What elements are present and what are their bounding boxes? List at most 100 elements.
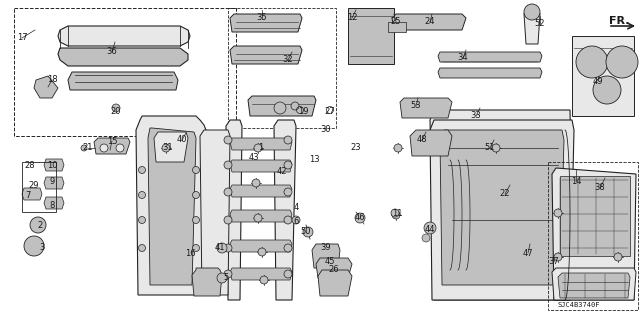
Circle shape [217, 273, 227, 283]
Text: 25: 25 [391, 18, 401, 26]
Polygon shape [148, 128, 196, 285]
Text: 19: 19 [298, 107, 308, 115]
Polygon shape [552, 268, 636, 300]
Circle shape [392, 211, 400, 219]
Text: 12: 12 [347, 13, 357, 23]
Circle shape [193, 217, 200, 224]
Text: 32: 32 [283, 56, 293, 64]
Circle shape [274, 102, 286, 114]
Text: 27: 27 [324, 107, 335, 115]
Circle shape [224, 136, 232, 144]
Circle shape [284, 270, 292, 278]
Circle shape [284, 188, 292, 196]
Polygon shape [192, 268, 222, 296]
Bar [388, 22, 406, 32]
Polygon shape [44, 159, 64, 171]
Text: 6: 6 [293, 218, 299, 226]
Polygon shape [154, 132, 188, 162]
Polygon shape [524, 10, 540, 44]
Polygon shape [200, 130, 230, 295]
Polygon shape [230, 185, 292, 197]
Text: 23: 23 [351, 144, 362, 152]
Circle shape [138, 167, 145, 174]
Circle shape [292, 216, 300, 224]
Circle shape [422, 234, 430, 242]
Polygon shape [400, 98, 452, 118]
Text: 10: 10 [47, 160, 57, 169]
Circle shape [576, 46, 608, 78]
Text: 44: 44 [425, 226, 435, 234]
Text: SJC4B3740F: SJC4B3740F [557, 302, 600, 308]
Polygon shape [68, 72, 178, 90]
Circle shape [193, 167, 200, 174]
Text: 11: 11 [392, 209, 403, 218]
Polygon shape [58, 26, 190, 46]
Polygon shape [226, 120, 242, 300]
Text: 4: 4 [293, 203, 299, 211]
Polygon shape [230, 138, 292, 150]
Text: 39: 39 [321, 243, 332, 253]
Circle shape [138, 191, 145, 198]
Circle shape [162, 144, 170, 152]
Text: 22: 22 [500, 189, 510, 198]
Circle shape [224, 188, 232, 196]
Text: 37: 37 [548, 257, 559, 266]
Circle shape [193, 191, 200, 198]
Text: 14: 14 [571, 176, 581, 186]
Circle shape [593, 76, 621, 104]
Polygon shape [438, 68, 542, 78]
Polygon shape [136, 116, 206, 295]
Text: FR.: FR. [609, 16, 630, 26]
Polygon shape [558, 273, 630, 298]
Polygon shape [230, 14, 302, 32]
Polygon shape [94, 138, 130, 154]
Circle shape [81, 145, 87, 151]
Polygon shape [312, 244, 340, 268]
Circle shape [394, 144, 402, 152]
Text: 53: 53 [411, 101, 421, 110]
Polygon shape [392, 14, 466, 30]
Text: 1: 1 [259, 144, 264, 152]
Text: 21: 21 [83, 144, 93, 152]
Text: 15: 15 [107, 137, 117, 145]
Circle shape [291, 102, 299, 110]
Circle shape [224, 161, 232, 169]
Circle shape [424, 222, 436, 234]
Circle shape [303, 227, 313, 237]
Text: 35: 35 [257, 13, 268, 23]
Circle shape [30, 217, 46, 233]
Polygon shape [552, 168, 636, 300]
Polygon shape [410, 130, 452, 156]
Polygon shape [230, 210, 292, 222]
Circle shape [606, 46, 638, 78]
Circle shape [138, 217, 145, 224]
Polygon shape [44, 177, 64, 189]
Circle shape [224, 244, 232, 252]
Text: 16: 16 [185, 249, 195, 257]
Text: 18: 18 [47, 76, 58, 85]
Circle shape [100, 144, 108, 152]
Polygon shape [430, 110, 574, 300]
Polygon shape [230, 46, 302, 64]
Circle shape [138, 244, 145, 251]
Bar [228, 8, 336, 128]
Text: 52: 52 [535, 19, 545, 28]
Text: 51: 51 [484, 144, 495, 152]
Text: 43: 43 [249, 153, 259, 162]
Polygon shape [230, 268, 292, 280]
Text: 3: 3 [39, 242, 45, 251]
Circle shape [260, 276, 268, 284]
Text: 45: 45 [324, 257, 335, 266]
Circle shape [254, 144, 262, 152]
Circle shape [252, 179, 260, 187]
Text: 13: 13 [308, 155, 319, 165]
Text: 5: 5 [223, 273, 228, 283]
Text: 20: 20 [111, 108, 121, 116]
Circle shape [284, 216, 292, 224]
Text: 30: 30 [321, 125, 332, 135]
Circle shape [554, 209, 562, 217]
Text: 29: 29 [29, 182, 39, 190]
Polygon shape [230, 160, 292, 172]
Circle shape [614, 253, 622, 261]
Polygon shape [430, 120, 574, 300]
